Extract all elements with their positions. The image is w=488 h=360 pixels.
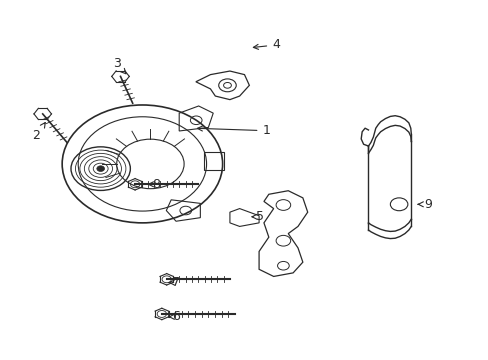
Text: 5: 5 (251, 210, 264, 223)
Text: 3: 3 (112, 57, 126, 74)
Text: 2: 2 (32, 122, 45, 142)
Circle shape (97, 166, 104, 171)
Text: 9: 9 (417, 198, 431, 211)
Text: 6: 6 (169, 310, 180, 323)
Text: 8: 8 (148, 178, 160, 191)
Bar (203, 152, 223, 170)
Text: 4: 4 (253, 39, 280, 51)
Text: 1: 1 (197, 124, 270, 137)
Text: 7: 7 (169, 276, 180, 289)
